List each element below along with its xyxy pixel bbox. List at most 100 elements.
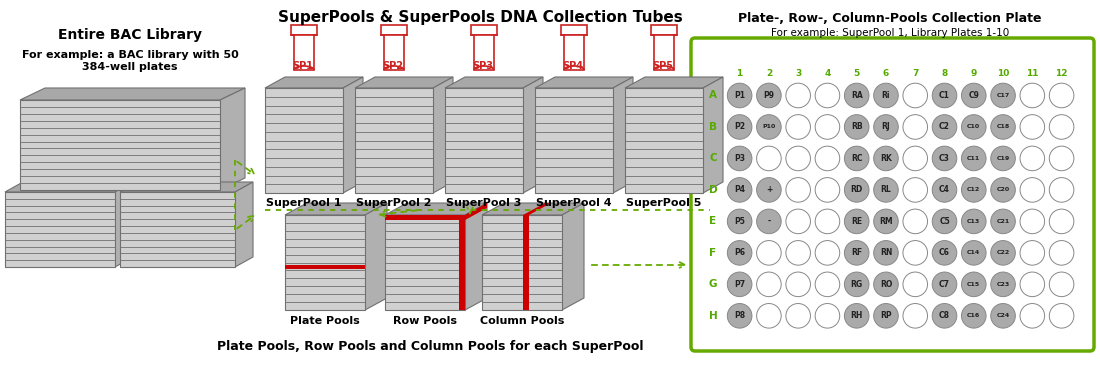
Polygon shape — [265, 77, 363, 88]
Polygon shape — [381, 25, 407, 35]
Polygon shape — [459, 215, 465, 310]
Circle shape — [757, 178, 781, 202]
Circle shape — [1020, 178, 1045, 202]
Circle shape — [1020, 115, 1045, 139]
Circle shape — [815, 272, 839, 296]
Circle shape — [727, 209, 752, 234]
Circle shape — [932, 83, 957, 108]
Circle shape — [991, 303, 1015, 328]
Circle shape — [727, 178, 752, 202]
Circle shape — [757, 240, 781, 265]
Text: RD: RD — [850, 186, 862, 194]
Text: Plate Pools, Row Pools and Column Pools for each SuperPool: Plate Pools, Row Pools and Column Pools … — [217, 340, 644, 353]
Text: 7: 7 — [912, 69, 918, 78]
Polygon shape — [703, 77, 723, 193]
Text: 2: 2 — [766, 69, 772, 78]
Polygon shape — [343, 77, 363, 193]
Text: SuperPool 1: SuperPool 1 — [266, 198, 342, 208]
Text: RK: RK — [880, 154, 892, 163]
Text: RM: RM — [879, 217, 893, 226]
Circle shape — [903, 303, 927, 328]
Circle shape — [932, 178, 957, 202]
Text: SuperPool 3: SuperPool 3 — [447, 198, 521, 208]
Circle shape — [961, 303, 986, 328]
Circle shape — [757, 272, 781, 296]
Text: 5: 5 — [854, 69, 860, 78]
Circle shape — [932, 240, 957, 265]
Text: 9: 9 — [970, 69, 977, 78]
Text: C14: C14 — [967, 250, 980, 255]
Text: SP3: SP3 — [472, 61, 493, 71]
Circle shape — [757, 209, 781, 234]
Circle shape — [903, 240, 927, 265]
Text: E: E — [710, 216, 716, 227]
Text: Entire BAC Library: Entire BAC Library — [58, 28, 202, 42]
Text: P8: P8 — [734, 311, 745, 320]
Circle shape — [1049, 178, 1074, 202]
Text: P6: P6 — [734, 249, 745, 257]
Circle shape — [873, 240, 899, 265]
Polygon shape — [20, 100, 220, 190]
Text: H: H — [708, 311, 717, 321]
Polygon shape — [265, 88, 343, 193]
Text: C10: C10 — [967, 124, 980, 130]
Text: Ri: Ri — [882, 91, 890, 100]
Text: C9: C9 — [968, 91, 979, 100]
Circle shape — [903, 178, 927, 202]
Polygon shape — [535, 77, 632, 88]
Text: D: D — [708, 185, 717, 195]
Polygon shape — [285, 203, 387, 215]
Circle shape — [727, 83, 752, 108]
Circle shape — [873, 146, 899, 171]
Circle shape — [845, 115, 869, 139]
Circle shape — [727, 240, 752, 265]
Polygon shape — [235, 182, 253, 267]
Circle shape — [815, 178, 839, 202]
Text: -: - — [768, 217, 770, 226]
Text: SP4: SP4 — [562, 61, 583, 71]
Polygon shape — [465, 203, 487, 220]
Circle shape — [873, 272, 899, 296]
Circle shape — [991, 240, 1015, 265]
Circle shape — [1020, 303, 1045, 328]
Text: 11: 11 — [1026, 69, 1038, 78]
Polygon shape — [6, 182, 133, 192]
Polygon shape — [446, 88, 522, 193]
Circle shape — [873, 303, 899, 328]
Text: RC: RC — [851, 154, 862, 163]
Text: For example: SuperPool 1, Library Plates 1-10: For example: SuperPool 1, Library Plates… — [771, 28, 1009, 38]
Polygon shape — [120, 192, 235, 267]
Polygon shape — [625, 88, 703, 193]
Circle shape — [903, 115, 927, 139]
Text: SuperPools & SuperPools DNA Collection Tubes: SuperPools & SuperPools DNA Collection T… — [277, 10, 682, 25]
Polygon shape — [522, 77, 543, 193]
Circle shape — [785, 178, 811, 202]
Circle shape — [961, 272, 986, 296]
Text: RP: RP — [880, 311, 892, 320]
Text: RN: RN — [880, 249, 892, 257]
Circle shape — [1020, 240, 1045, 265]
Circle shape — [1049, 303, 1074, 328]
Circle shape — [727, 303, 752, 328]
Text: G: G — [708, 279, 717, 290]
Polygon shape — [385, 203, 487, 215]
Text: C3: C3 — [939, 154, 950, 163]
Circle shape — [785, 83, 811, 108]
Circle shape — [873, 83, 899, 108]
Text: SuperPool 5: SuperPool 5 — [626, 198, 702, 208]
Circle shape — [845, 240, 869, 265]
Circle shape — [1020, 272, 1045, 296]
Text: C18: C18 — [997, 124, 1010, 130]
Text: RE: RE — [851, 217, 862, 226]
Circle shape — [845, 209, 869, 234]
Text: C11: C11 — [967, 156, 980, 161]
Polygon shape — [482, 203, 584, 215]
Circle shape — [991, 146, 1015, 171]
Text: C13: C13 — [967, 219, 980, 224]
Circle shape — [991, 115, 1015, 139]
Circle shape — [873, 209, 899, 234]
Circle shape — [1049, 83, 1074, 108]
Circle shape — [961, 146, 986, 171]
Polygon shape — [220, 88, 245, 190]
Polygon shape — [433, 77, 453, 193]
